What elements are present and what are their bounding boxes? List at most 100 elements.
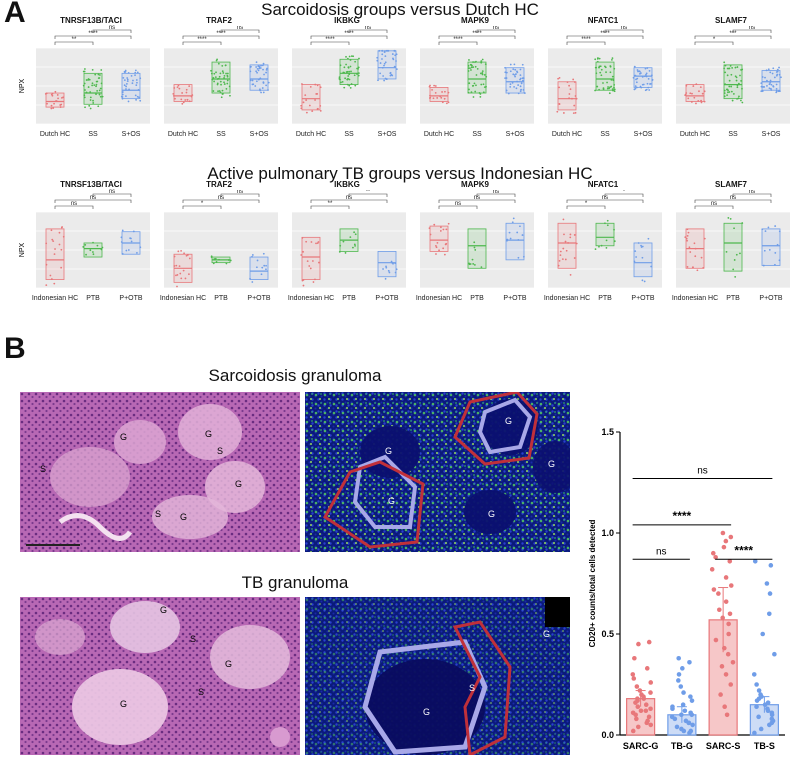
data-point: [719, 664, 725, 669]
npx-plot-svg: Dutch HC SS S+OS **** **** ns: [292, 26, 406, 138]
data-point: [508, 231, 511, 234]
data-point: [215, 71, 217, 74]
data-point: [772, 67, 775, 70]
significance-label: ns: [237, 26, 243, 31]
data-point: [516, 80, 518, 83]
data-point: [605, 246, 608, 249]
data-point: [182, 101, 185, 104]
data-point: [305, 99, 308, 101]
data-point: [713, 637, 719, 643]
data-point: [728, 79, 731, 82]
data-point: [730, 85, 733, 88]
data-point: [513, 63, 516, 66]
data-point: [735, 253, 738, 256]
data-point: [221, 93, 224, 95]
data-point: [348, 70, 351, 73]
x-tick-label: PTB: [86, 295, 100, 302]
tb-he-image: G G G S S: [20, 597, 300, 755]
data-point: [181, 92, 184, 94]
data-point: [630, 672, 636, 677]
significance-bracket: [566, 41, 606, 45]
data-point: [229, 94, 231, 97]
data-point: [339, 244, 342, 247]
data-point: [684, 93, 687, 96]
npx-plot-svg: Indonesian HC PTB P+OTB ** ns **: [288, 190, 406, 302]
data-point: [383, 79, 386, 82]
data-point: [557, 77, 560, 80]
y-axis-label: NPX: [19, 242, 26, 257]
data-point: [725, 651, 731, 657]
data-point: [120, 236, 123, 239]
data-point: [99, 95, 102, 98]
data-point: [251, 254, 254, 256]
data-point: [769, 71, 772, 74]
data-point: [733, 259, 736, 261]
data-point: [754, 704, 759, 710]
data-point: [126, 80, 129, 83]
data-point: [474, 90, 477, 93]
data-point: [726, 74, 729, 77]
data-point: [225, 87, 228, 90]
data-point: [776, 243, 779, 246]
data-point: [651, 74, 653, 77]
data-point: [646, 67, 649, 69]
data-point: [49, 274, 52, 277]
data-point: [729, 218, 732, 220]
data-point: [602, 82, 604, 84]
data-point: [91, 68, 94, 71]
data-point: [91, 84, 94, 87]
data-point: [356, 67, 358, 70]
data-point: [722, 704, 727, 710]
significance-bracket: [604, 29, 644, 33]
data-point: [342, 71, 345, 74]
data-point: [568, 97, 570, 100]
data-point: [688, 246, 691, 249]
data-point: [600, 68, 603, 71]
data-point: [260, 64, 262, 67]
npx-plot-svg: Dutch HC SS S+OS **** **** ns: [420, 26, 534, 138]
data-point: [308, 104, 311, 107]
data-point: [636, 641, 641, 647]
data-point: [89, 96, 92, 99]
data-point: [727, 91, 729, 94]
data-point: [357, 74, 360, 77]
data-point: [773, 76, 776, 79]
data-point: [135, 84, 138, 87]
data-point: [613, 88, 616, 91]
data-point: [472, 66, 475, 69]
data-point: [646, 639, 652, 645]
data-point: [442, 247, 445, 250]
data-point: [59, 106, 62, 108]
data-point: [686, 234, 689, 237]
data-point: [445, 228, 448, 231]
data-point: [522, 77, 525, 79]
data-point: [520, 88, 522, 91]
data-point: [694, 247, 697, 250]
data-point: [569, 273, 572, 276]
npx-plot-svg: Indonesian HC PTB P+OTB ns ns ns: [672, 190, 790, 302]
plot-title: IKBKG: [334, 16, 360, 25]
data-point: [139, 99, 142, 102]
data-point: [136, 95, 139, 98]
data-point: [249, 66, 252, 68]
data-point: [689, 251, 692, 253]
data-point: [429, 233, 432, 236]
data-point: [50, 107, 53, 110]
data-point: [703, 100, 706, 103]
significance-bracket: [604, 193, 644, 197]
box: [249, 64, 269, 91]
data-point: [723, 95, 726, 98]
data-point: [522, 255, 525, 258]
data-point: [132, 230, 135, 233]
data-point: [639, 85, 642, 88]
plot-title: MAPK9: [460, 180, 489, 189]
data-point: [678, 684, 684, 689]
significance-label: ns: [621, 26, 627, 31]
data-point: [676, 678, 681, 683]
data-point: [521, 79, 524, 82]
data-point: [729, 64, 732, 67]
data-point: [358, 57, 360, 60]
data-point: [693, 96, 696, 99]
data-point: [505, 77, 508, 79]
data-point: [178, 87, 181, 90]
